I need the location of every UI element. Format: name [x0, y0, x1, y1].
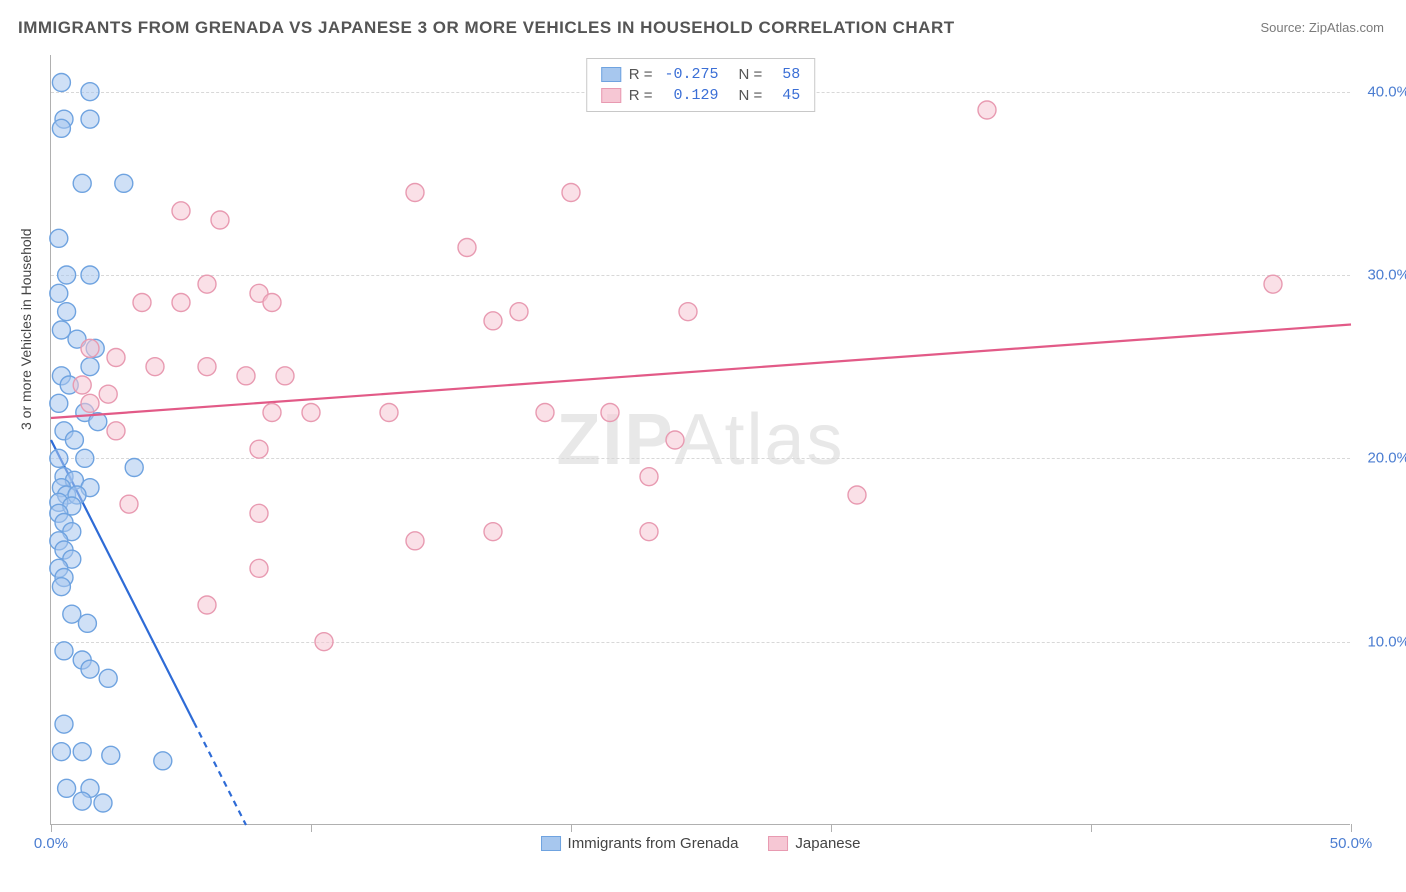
legend-series-label: Japanese	[795, 835, 860, 852]
legend-stats-row: R = -0.275 N = 58	[601, 64, 801, 85]
chart-title: IMMIGRANTS FROM GRENADA VS JAPANESE 3 OR…	[18, 18, 955, 38]
legend-stats-row: R = 0.129 N = 45	[601, 85, 801, 106]
legend-n-value: 45	[770, 87, 800, 104]
x-tick	[831, 824, 832, 832]
legend-swatch	[768, 836, 788, 851]
legend-series-label: Immigrants from Grenada	[568, 835, 739, 852]
legend-n-label: N =	[739, 87, 763, 104]
x-tick	[51, 824, 52, 832]
legend-swatch	[541, 836, 561, 851]
y-axis-label: 3 or more Vehicles in Household	[18, 228, 34, 430]
y-tick-label: 30.0%	[1355, 267, 1406, 284]
legend-r-label: R =	[629, 87, 653, 104]
y-tick-label: 40.0%	[1355, 83, 1406, 100]
legend-r-label: R =	[629, 66, 653, 83]
x-tick	[311, 824, 312, 832]
legend-r-value: 0.129	[661, 87, 719, 104]
legend-series: Immigrants from Grenada Japanese	[541, 835, 861, 852]
chart-plot-area: ZIPAtlas 10.0%20.0%30.0%40.0% 0.0%50.0% …	[50, 55, 1350, 825]
legend-series-item: Japanese	[768, 835, 860, 852]
legend-r-value: -0.275	[661, 66, 719, 83]
y-tick-label: 10.0%	[1355, 633, 1406, 650]
y-tick-label: 20.0%	[1355, 450, 1406, 467]
legend-swatch	[601, 88, 621, 103]
x-tick-label: 0.0%	[34, 835, 68, 852]
x-tick	[1351, 824, 1352, 832]
legend-n-label: N =	[739, 66, 763, 83]
source-credit: Source: ZipAtlas.com	[1260, 20, 1384, 35]
x-tick	[1091, 824, 1092, 832]
legend-stats: R = -0.275 N = 58 R = 0.129 N = 45	[586, 58, 816, 112]
scatter-svg	[51, 55, 1350, 824]
legend-series-item: Immigrants from Grenada	[541, 835, 739, 852]
legend-n-value: 58	[770, 66, 800, 83]
legend-swatch	[601, 67, 621, 82]
x-tick-label: 50.0%	[1330, 835, 1373, 852]
x-tick	[571, 824, 572, 832]
